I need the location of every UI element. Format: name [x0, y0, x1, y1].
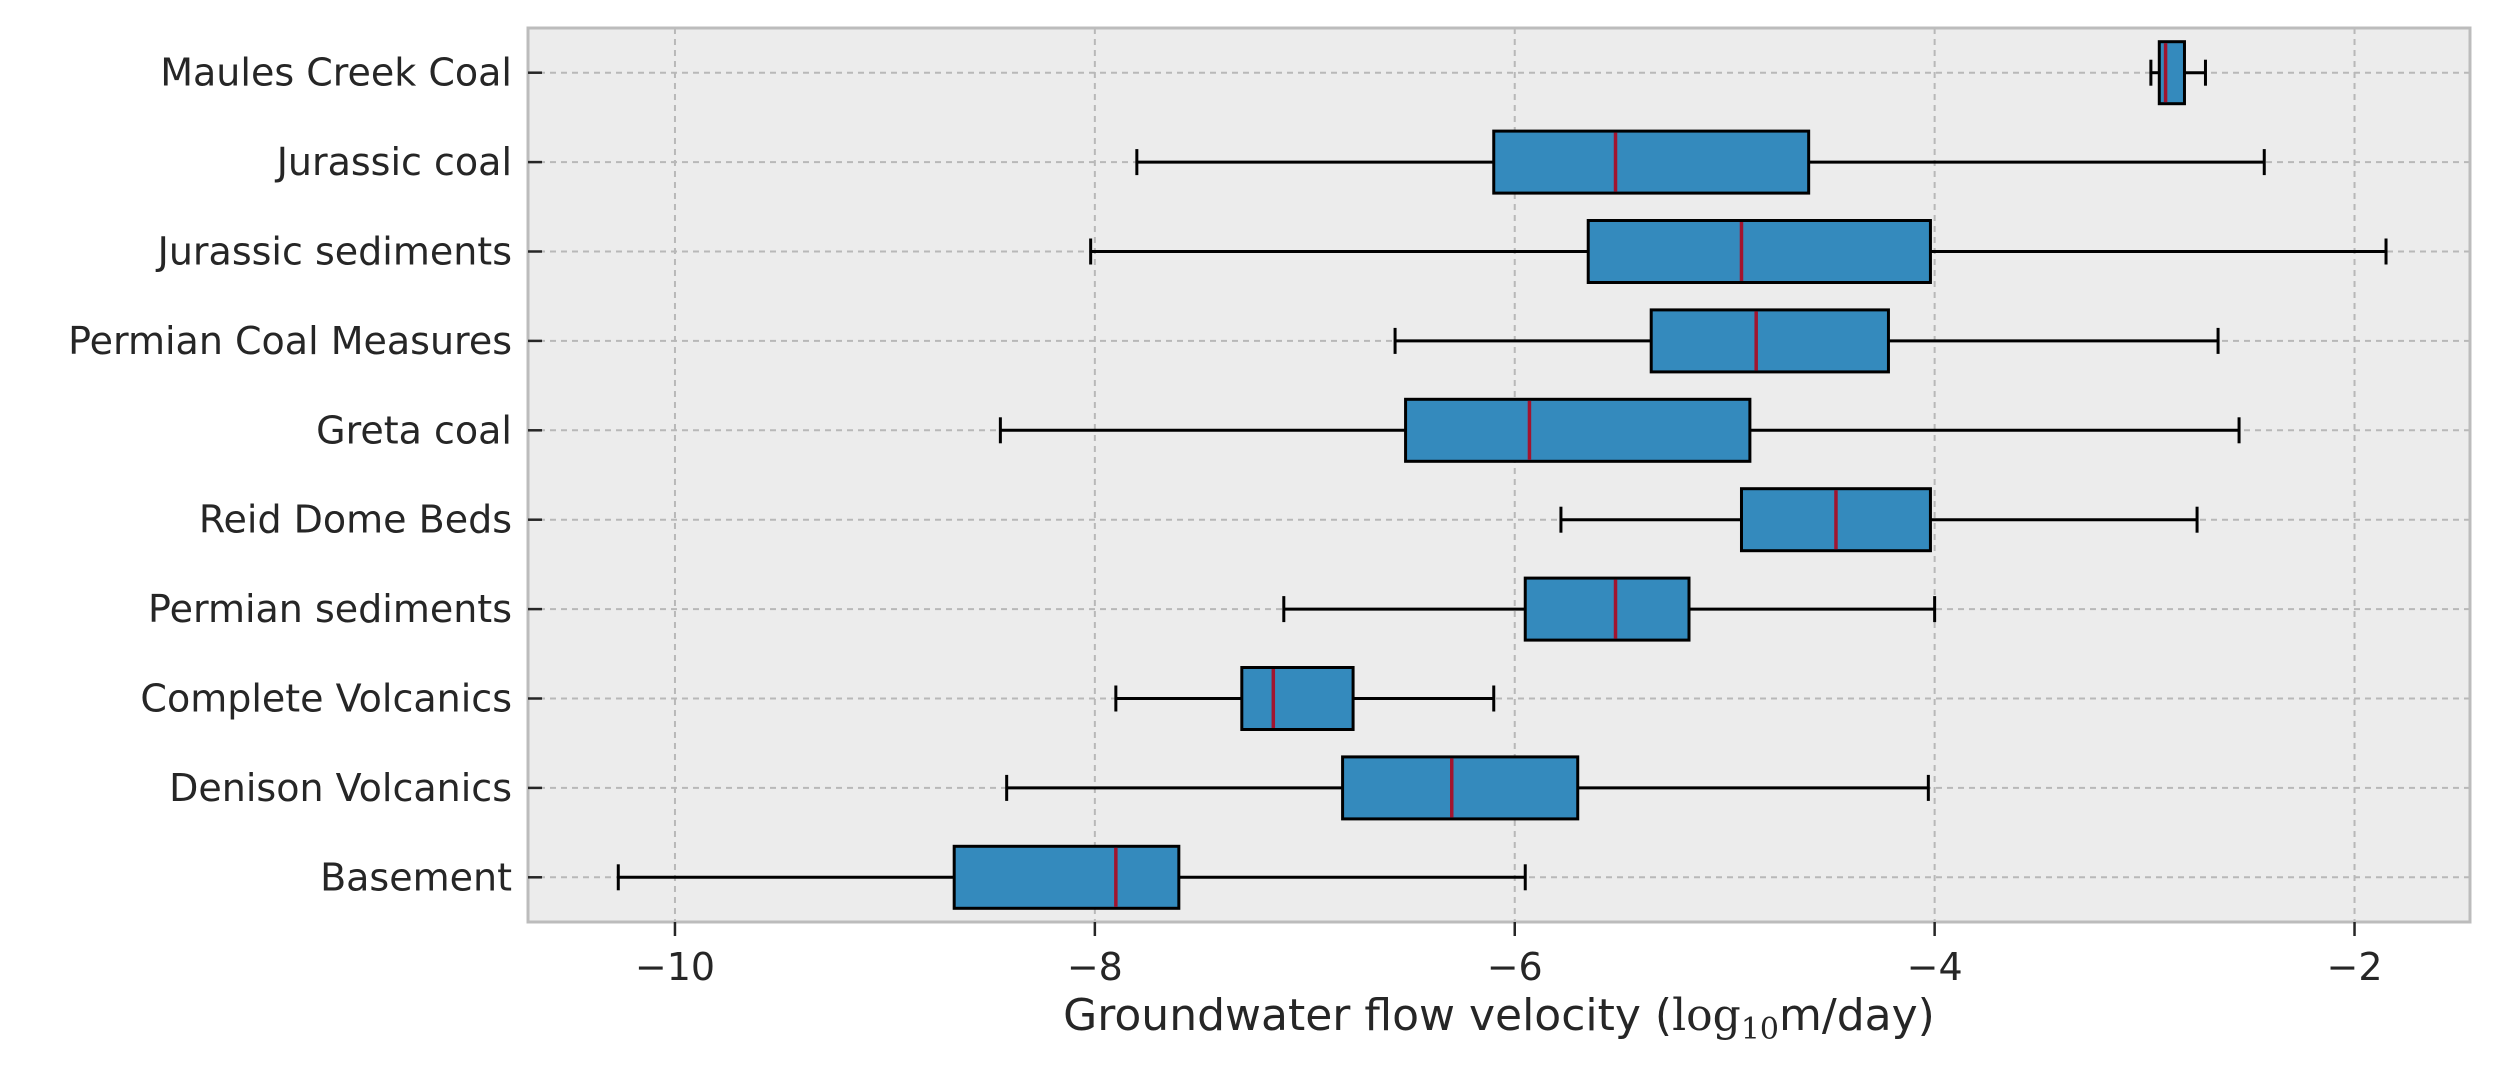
y-tick-label: Reid Dome Beds [199, 498, 512, 542]
y-tick-label: Greta coal [316, 408, 512, 452]
x-tick-label: −2 [2327, 945, 2383, 989]
y-tick-label: Basement [320, 855, 512, 899]
x-axis-title-log: log [1672, 990, 1741, 1041]
box-group [1089, 219, 2388, 284]
x-tick-label: −4 [1907, 945, 1963, 989]
box-layer [616, 40, 2388, 910]
box-group [2149, 40, 2207, 106]
y-tick-label: Denison Volcanics [169, 766, 512, 810]
box-group [1114, 666, 1496, 731]
box-iqr [1341, 755, 1580, 821]
box-group [998, 397, 2241, 463]
y-tick-label: Permian sediments [148, 587, 512, 631]
box-group [1393, 308, 2220, 374]
tick-labels: −10 −8 −6 −4 −2 Maules Creek Coal Jurassic coa… [68, 51, 2382, 989]
box-group [1005, 755, 1930, 821]
box-iqr [1649, 308, 1890, 374]
y-tick-label: Complete Volcanics [140, 677, 512, 721]
box-iqr [952, 844, 1181, 910]
x-tick-label: −10 [635, 945, 715, 989]
box-group [1282, 576, 1937, 642]
ticks [528, 71, 2356, 936]
plot-frame [526, 26, 2472, 924]
box-group [1135, 129, 2266, 195]
y-tick-label: Jurassic sediments [156, 230, 512, 274]
y-tick-label: Maules Creek Coal [160, 51, 512, 95]
box-iqr [1404, 397, 1752, 463]
x-tick-label: −6 [1487, 945, 1543, 989]
box-group [1559, 487, 2199, 553]
box-iqr [1586, 219, 1932, 284]
box-iqr [1492, 129, 1811, 195]
x-axis-title: Groundwater flow velocity (log10m/day) [1063, 990, 1935, 1047]
box-group [616, 844, 1527, 910]
box-iqr [1523, 576, 1691, 642]
x-axis-title-prefix: Groundwater flow velocity ( [1063, 990, 1672, 1041]
x-tick-label: −8 [1067, 945, 1123, 989]
y-tick-label: Permian Coal Measures [68, 319, 512, 363]
x-axis-title-subscript: 10 [1741, 1012, 1779, 1047]
box-iqr [2157, 40, 2186, 106]
x-axis-title-suffix: m/day) [1779, 990, 1935, 1041]
box-iqr [1240, 666, 1355, 731]
y-tick-label: Jurassic coal [275, 140, 512, 184]
